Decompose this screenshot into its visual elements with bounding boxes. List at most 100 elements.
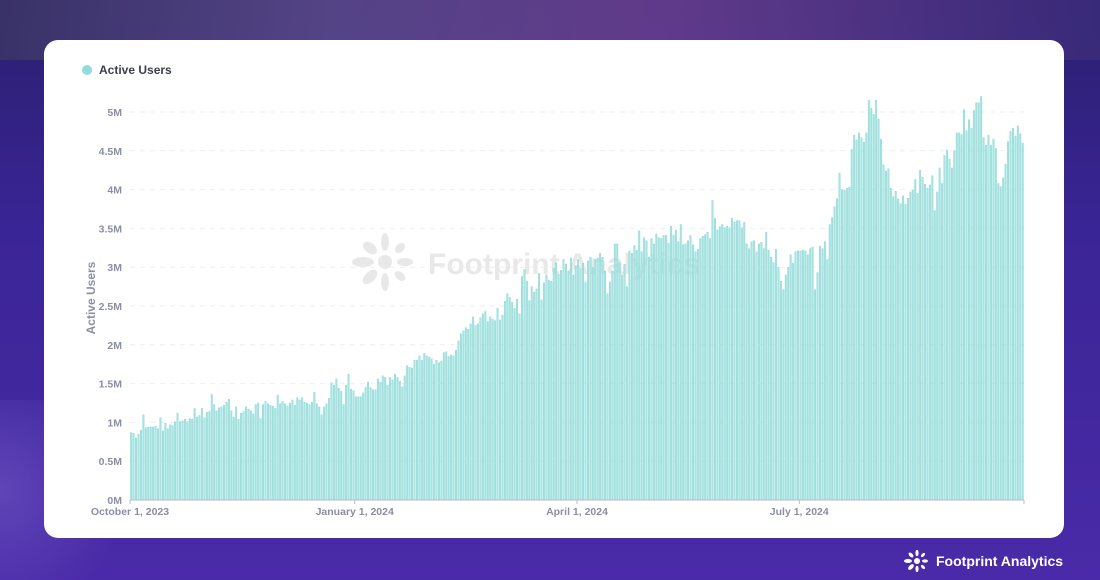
bar[interactable] bbox=[359, 396, 362, 501]
bar[interactable] bbox=[227, 398, 230, 501]
bar[interactable] bbox=[682, 244, 685, 501]
bar[interactable] bbox=[714, 218, 716, 501]
bar[interactable] bbox=[276, 395, 279, 501]
bar[interactable] bbox=[245, 406, 247, 501]
bar[interactable] bbox=[958, 132, 961, 501]
bar[interactable] bbox=[225, 402, 228, 501]
bar[interactable] bbox=[477, 323, 479, 501]
bar[interactable] bbox=[183, 419, 186, 501]
bar[interactable] bbox=[530, 286, 533, 501]
bar[interactable] bbox=[696, 249, 699, 501]
bar[interactable] bbox=[403, 375, 406, 501]
bar[interactable] bbox=[223, 405, 225, 501]
bar[interactable] bbox=[665, 235, 668, 501]
bar[interactable] bbox=[870, 107, 873, 501]
bar[interactable] bbox=[821, 248, 824, 501]
bar[interactable] bbox=[877, 118, 880, 501]
bar[interactable] bbox=[508, 297, 511, 501]
bar[interactable] bbox=[767, 249, 770, 501]
bar[interactable] bbox=[740, 227, 743, 501]
bar[interactable] bbox=[804, 250, 807, 501]
bar[interactable] bbox=[362, 392, 365, 501]
bar[interactable] bbox=[464, 327, 467, 501]
bar[interactable] bbox=[726, 225, 729, 501]
bar[interactable] bbox=[137, 433, 140, 501]
bar[interactable] bbox=[293, 405, 296, 501]
bar[interactable] bbox=[457, 340, 460, 501]
bar[interactable] bbox=[1021, 142, 1024, 501]
bar[interactable] bbox=[540, 299, 543, 501]
bar[interactable] bbox=[332, 384, 335, 501]
bar[interactable] bbox=[384, 377, 387, 501]
bar[interactable] bbox=[782, 289, 785, 501]
bar[interactable] bbox=[806, 254, 809, 501]
bar[interactable] bbox=[674, 229, 677, 501]
bar[interactable] bbox=[521, 276, 523, 501]
bar[interactable] bbox=[965, 130, 968, 501]
bar[interactable] bbox=[596, 257, 599, 501]
bar[interactable] bbox=[970, 128, 973, 501]
bar[interactable] bbox=[760, 242, 763, 501]
bar[interactable] bbox=[230, 410, 233, 501]
bar[interactable] bbox=[1007, 141, 1009, 501]
bar[interactable] bbox=[291, 399, 294, 501]
bar[interactable] bbox=[946, 149, 948, 501]
bar[interactable] bbox=[425, 355, 428, 501]
bar[interactable] bbox=[364, 387, 367, 501]
bar[interactable] bbox=[286, 405, 289, 501]
bar[interactable] bbox=[858, 132, 860, 501]
bar[interactable] bbox=[814, 289, 817, 501]
bar[interactable] bbox=[1012, 128, 1014, 501]
bar[interactable] bbox=[753, 240, 755, 501]
bar[interactable] bbox=[582, 263, 584, 501]
bar[interactable] bbox=[919, 170, 922, 501]
bar[interactable] bbox=[743, 222, 746, 501]
bar[interactable] bbox=[235, 406, 238, 501]
bar[interactable] bbox=[735, 220, 738, 501]
bar[interactable] bbox=[435, 360, 438, 501]
bar[interactable] bbox=[801, 249, 804, 501]
bar[interactable] bbox=[938, 167, 941, 501]
bar[interactable] bbox=[518, 313, 521, 501]
bar[interactable] bbox=[972, 110, 975, 501]
bar[interactable] bbox=[169, 424, 172, 501]
bar[interactable] bbox=[948, 159, 951, 501]
bar[interactable] bbox=[887, 168, 890, 501]
bar[interactable] bbox=[652, 243, 655, 501]
bar[interactable] bbox=[479, 317, 482, 501]
bar[interactable] bbox=[262, 404, 264, 501]
bar[interactable] bbox=[848, 187, 851, 501]
bar[interactable] bbox=[621, 274, 624, 501]
bar[interactable] bbox=[941, 183, 944, 501]
bar[interactable] bbox=[196, 416, 199, 501]
bar[interactable] bbox=[484, 311, 487, 501]
bar[interactable] bbox=[337, 388, 340, 501]
bar[interactable] bbox=[174, 421, 177, 501]
bar[interactable] bbox=[997, 183, 1000, 501]
bar[interactable] bbox=[738, 220, 741, 501]
bar[interactable] bbox=[186, 421, 189, 501]
bar[interactable] bbox=[574, 265, 577, 501]
bar[interactable] bbox=[699, 238, 702, 501]
bar[interactable] bbox=[459, 333, 462, 501]
bar[interactable] bbox=[516, 298, 519, 501]
bar[interactable] bbox=[709, 238, 711, 501]
bar[interactable] bbox=[201, 408, 203, 501]
bar[interactable] bbox=[853, 135, 856, 501]
bar[interactable] bbox=[543, 282, 545, 501]
bar[interactable] bbox=[481, 313, 484, 501]
bar[interactable] bbox=[591, 267, 594, 501]
bar[interactable] bbox=[884, 170, 887, 501]
bar[interactable] bbox=[823, 241, 826, 501]
bar[interactable] bbox=[733, 222, 736, 501]
bar[interactable] bbox=[452, 355, 455, 501]
bar[interactable] bbox=[367, 381, 370, 501]
bar[interactable] bbox=[161, 430, 164, 501]
bar[interactable] bbox=[486, 321, 489, 501]
bar[interactable] bbox=[342, 404, 345, 501]
bar[interactable] bbox=[430, 358, 433, 501]
bar[interactable] bbox=[655, 233, 658, 501]
bar[interactable] bbox=[301, 397, 304, 501]
bar[interactable] bbox=[296, 397, 299, 501]
bar[interactable] bbox=[501, 315, 504, 501]
